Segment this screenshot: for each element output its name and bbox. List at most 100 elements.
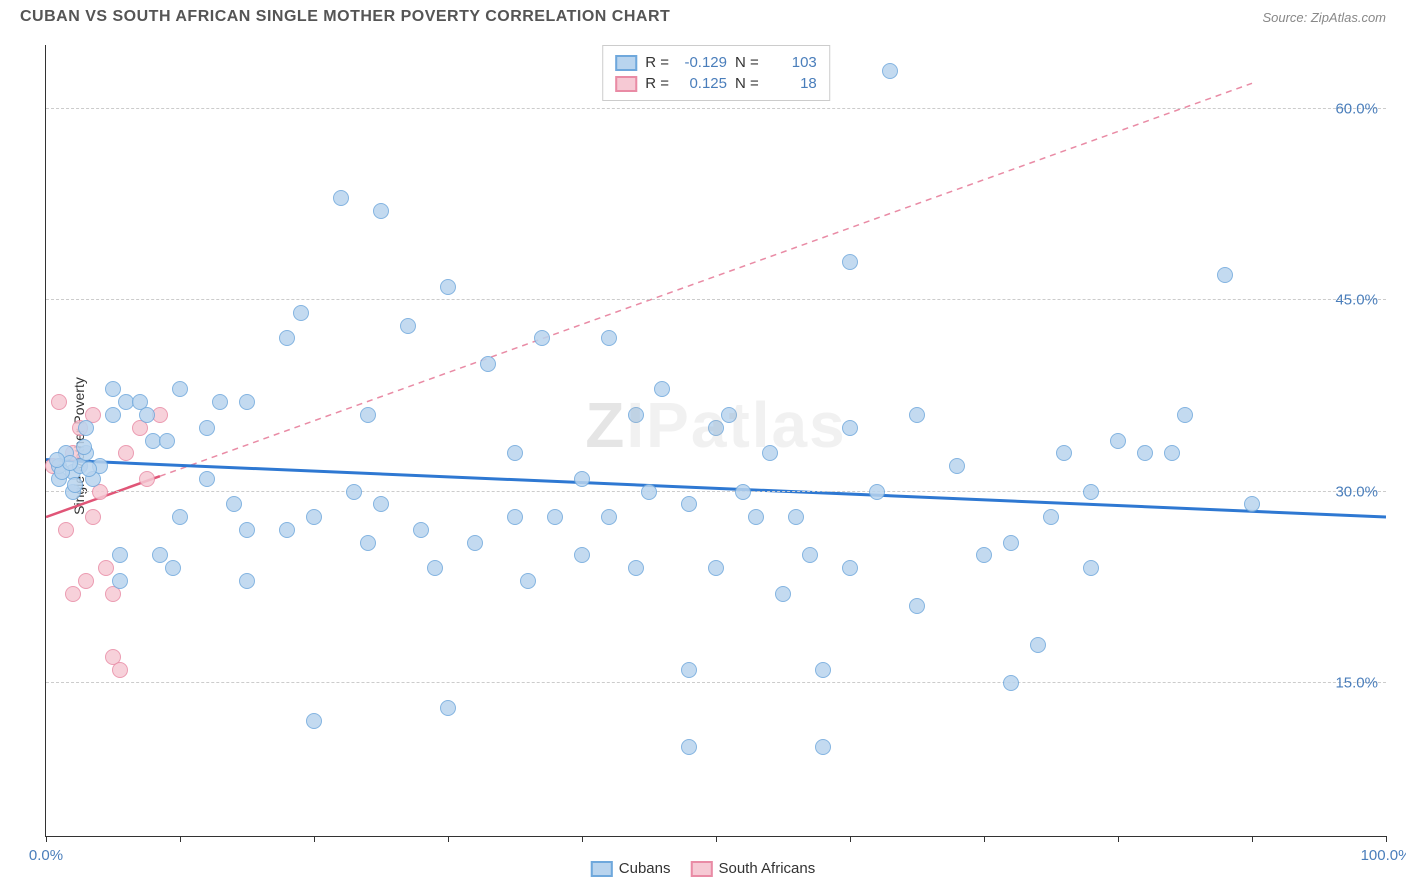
scatter-point-series1: [306, 509, 322, 525]
scatter-point-series1: [628, 560, 644, 576]
scatter-point-series1: [708, 560, 724, 576]
n-value: 18: [767, 75, 817, 92]
r-value: 0.125: [677, 75, 727, 92]
scatter-point-series1: [788, 509, 804, 525]
x-tick-label-left: 0.0%: [29, 847, 63, 864]
scatter-point-series2: [139, 471, 155, 487]
y-tick-label: 30.0%: [1335, 483, 1378, 500]
scatter-point-series1: [360, 535, 376, 551]
scatter-point-series1: [78, 420, 94, 436]
scatter-point-series1: [1083, 484, 1099, 500]
scatter-point-series1: [226, 496, 242, 512]
legend-label-southafricans: South Africans: [718, 860, 815, 877]
scatter-point-series1: [373, 496, 389, 512]
scatter-point-series1: [413, 522, 429, 538]
scatter-point-series1: [815, 739, 831, 755]
legend-stats-row-2: R = 0.125 N = 18: [615, 73, 817, 94]
scatter-point-series1: [654, 381, 670, 397]
legend-stats-row-1: R = -0.129 N = 103: [615, 52, 817, 73]
scatter-point-series1: [842, 254, 858, 270]
x-tick: [448, 836, 449, 842]
r-label: R =: [645, 54, 669, 71]
scatter-point-series1: [172, 509, 188, 525]
scatter-point-series1: [976, 547, 992, 563]
scatter-point-series1: [139, 407, 155, 423]
scatter-point-series1: [239, 522, 255, 538]
scatter-point-series1: [279, 522, 295, 538]
x-tick: [984, 836, 985, 842]
x-tick: [46, 836, 47, 842]
gridline-h: [46, 299, 1386, 300]
scatter-point-series1: [400, 318, 416, 334]
x-tick: [1386, 836, 1387, 842]
scatter-point-series1: [360, 407, 376, 423]
legend-swatch-cubans: [591, 861, 613, 877]
scatter-point-series1: [105, 381, 121, 397]
x-tick-label-right: 100.0%: [1361, 847, 1406, 864]
scatter-point-series1: [842, 560, 858, 576]
trend-line: [160, 83, 1252, 476]
legend-series: Cubans South Africans: [591, 860, 815, 877]
scatter-point-series1: [601, 330, 617, 346]
chart-source: Source: ZipAtlas.com: [1262, 10, 1386, 25]
scatter-point-series1: [949, 458, 965, 474]
scatter-point-series1: [721, 407, 737, 423]
scatter-point-series1: [1083, 560, 1099, 576]
legend-item-southafricans: South Africans: [690, 860, 815, 877]
scatter-point-series1: [293, 305, 309, 321]
legend-stats: R = -0.129 N = 103 R = 0.125 N = 18: [602, 45, 830, 101]
scatter-point-series1: [76, 439, 92, 455]
scatter-point-series2: [51, 394, 67, 410]
scatter-point-series1: [1003, 675, 1019, 691]
scatter-point-series1: [1003, 535, 1019, 551]
y-tick-label: 45.0%: [1335, 292, 1378, 309]
chart-container: CUBAN VS SOUTH AFRICAN SINGLE MOTHER POV…: [0, 0, 1406, 892]
scatter-point-series1: [534, 330, 550, 346]
scatter-point-series2: [78, 573, 94, 589]
legend-swatch-series2: [615, 76, 637, 92]
scatter-point-series1: [1043, 509, 1059, 525]
scatter-point-series1: [427, 560, 443, 576]
y-tick-label: 60.0%: [1335, 100, 1378, 117]
scatter-point-series1: [199, 471, 215, 487]
plot-area: ZIPatlas R = -0.129 N = 103 R = 0.125 N …: [45, 45, 1386, 837]
scatter-point-series1: [333, 190, 349, 206]
chart-header: CUBAN VS SOUTH AFRICAN SINGLE MOTHER POV…: [0, 0, 1406, 30]
scatter-point-series1: [681, 496, 697, 512]
scatter-point-series1: [373, 203, 389, 219]
scatter-point-series1: [507, 445, 523, 461]
scatter-point-series1: [1177, 407, 1193, 423]
scatter-point-series1: [239, 394, 255, 410]
scatter-point-series1: [909, 598, 925, 614]
scatter-point-series2: [118, 445, 134, 461]
n-label: N =: [735, 54, 759, 71]
scatter-point-series1: [1110, 433, 1126, 449]
trend-line: [46, 460, 1386, 517]
scatter-point-series1: [574, 547, 590, 563]
x-tick: [582, 836, 583, 842]
scatter-point-series1: [762, 445, 778, 461]
scatter-point-series1: [601, 509, 617, 525]
scatter-point-series1: [467, 535, 483, 551]
scatter-point-series1: [681, 662, 697, 678]
x-tick: [1252, 836, 1253, 842]
scatter-point-series1: [172, 381, 188, 397]
x-tick: [1118, 836, 1119, 842]
scatter-point-series1: [212, 394, 228, 410]
scatter-point-series1: [67, 477, 83, 493]
scatter-point-series1: [815, 662, 831, 678]
watermark-prefix: Z: [585, 389, 626, 461]
scatter-point-series1: [1164, 445, 1180, 461]
scatter-point-series1: [1030, 637, 1046, 653]
legend-swatch-southafricans: [690, 861, 712, 877]
scatter-point-series1: [159, 433, 175, 449]
n-label: N =: [735, 75, 759, 92]
scatter-point-series1: [775, 586, 791, 602]
scatter-point-series1: [882, 63, 898, 79]
scatter-point-series1: [105, 407, 121, 423]
r-value: -0.129: [677, 54, 727, 71]
scatter-point-series1: [681, 739, 697, 755]
scatter-point-series1: [1137, 445, 1153, 461]
scatter-point-series2: [58, 522, 74, 538]
y-tick-label: 15.0%: [1335, 674, 1378, 691]
